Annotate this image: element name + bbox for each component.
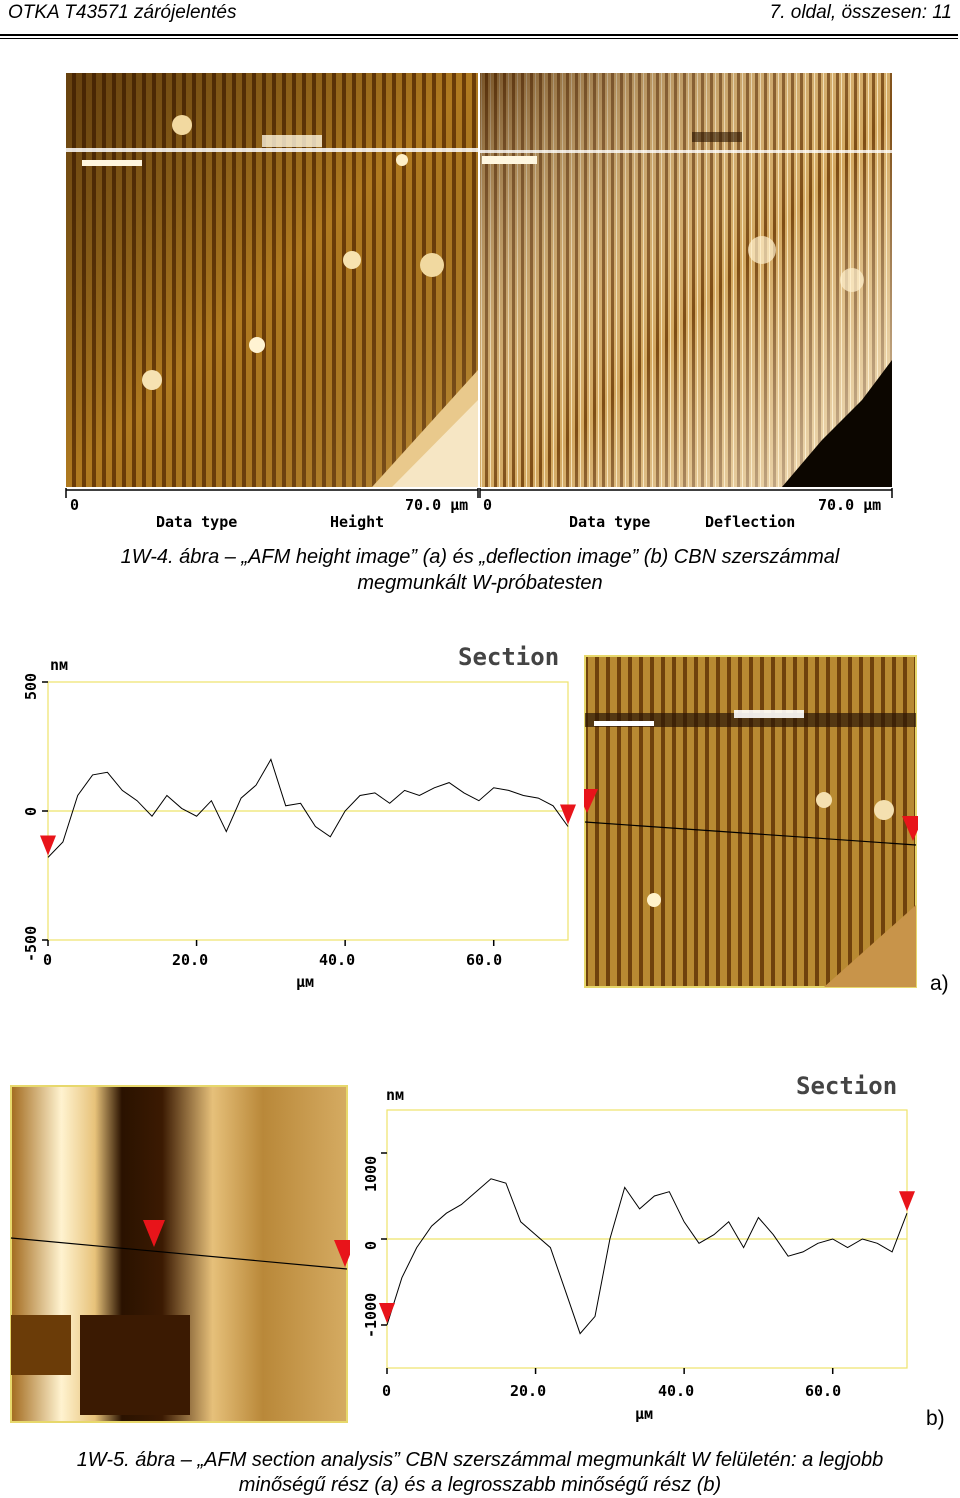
- x-tick-label: 0: [382, 1382, 391, 1400]
- section-marker: [560, 804, 576, 825]
- header-divider-thin: [0, 38, 958, 39]
- afm-figure-1: [65, 73, 893, 498]
- deflection-data-type-label: Data type: [569, 513, 651, 531]
- height-data-type-value: Height: [330, 513, 385, 531]
- y-tick-label: 0: [362, 1241, 380, 1250]
- deflection-data-type-value: Deflection: [705, 513, 796, 531]
- section-afm-image-a: [584, 655, 918, 988]
- section-marker-end: [334, 1240, 350, 1267]
- y-tick-label: 500: [22, 673, 40, 700]
- header-divider: [0, 34, 958, 36]
- figure-1-caption-line2: megmunkált W-próbatesten: [357, 572, 603, 594]
- section-afm-image-b: [10, 1085, 350, 1423]
- y-tick-label: 0: [22, 807, 40, 816]
- y-unit-label: nм: [386, 1086, 404, 1104]
- section-marker-start: [584, 789, 598, 813]
- panel-label-a: a): [930, 972, 949, 995]
- x-tick-label: 60.0: [805, 1382, 841, 1400]
- afm-deflection-image: [480, 73, 892, 487]
- section-marker-start: [143, 1220, 165, 1247]
- afm-height-image: [66, 73, 478, 487]
- y-tick-label: -500: [22, 926, 40, 962]
- section-chart-b: Section nм µм 1000 0 -1000 0 20.0 40.0 6…: [362, 1072, 915, 1423]
- deflection-scale-start: 0: [483, 496, 493, 514]
- x-tick-label: 0: [43, 951, 52, 969]
- y-tick-label: -1000: [362, 1293, 380, 1338]
- document-header-title: OTKA T43571 zárójelentés: [8, 2, 237, 23]
- x-tick-label: 40.0: [319, 951, 355, 969]
- x-tick-label: 60.0: [466, 951, 502, 969]
- figure-2-caption-line2: minőségű rész (a) és a legrosszabb minős…: [238, 1474, 722, 1496]
- x-unit-label: µм: [296, 973, 314, 991]
- height-data-type-label: Data type: [156, 513, 238, 531]
- height-scale-start: 0: [70, 496, 80, 514]
- page-number: 7. oldal, összesen: 11: [769, 2, 952, 23]
- x-unit-label: µм: [635, 1405, 653, 1423]
- x-tick-label: 20.0: [172, 951, 208, 969]
- section-marker: [40, 835, 56, 856]
- x-tick-label: 20.0: [510, 1382, 546, 1400]
- section-profile-line: [386, 1178, 908, 1335]
- x-tick-label: 40.0: [658, 1382, 694, 1400]
- figure-2-caption-line1: 1W-5. ábra – „AFM section analysis” CBN …: [76, 1449, 884, 1471]
- deflection-scale-end: 70.0 µm: [818, 496, 882, 514]
- section-title: Section: [458, 643, 559, 671]
- section-marker: [379, 1303, 395, 1323]
- section-marker: [899, 1191, 915, 1212]
- y-unit-label: nм: [50, 656, 68, 674]
- height-scale-end: 70.0 µm: [405, 496, 469, 514]
- panel-label-b: b): [926, 1407, 945, 1430]
- section-chart-a: Section nм µм 500 0 -500 0 20.0 40.0 60.…: [22, 643, 576, 991]
- section-marker-end: [902, 816, 918, 841]
- y-tick-label: 1000: [362, 1156, 380, 1192]
- figure-1-caption-line1: 1W-4. ábra – „AFM height image” (a) és „…: [120, 546, 840, 568]
- section-profile-line: [47, 758, 569, 858]
- section-title: Section: [796, 1072, 897, 1100]
